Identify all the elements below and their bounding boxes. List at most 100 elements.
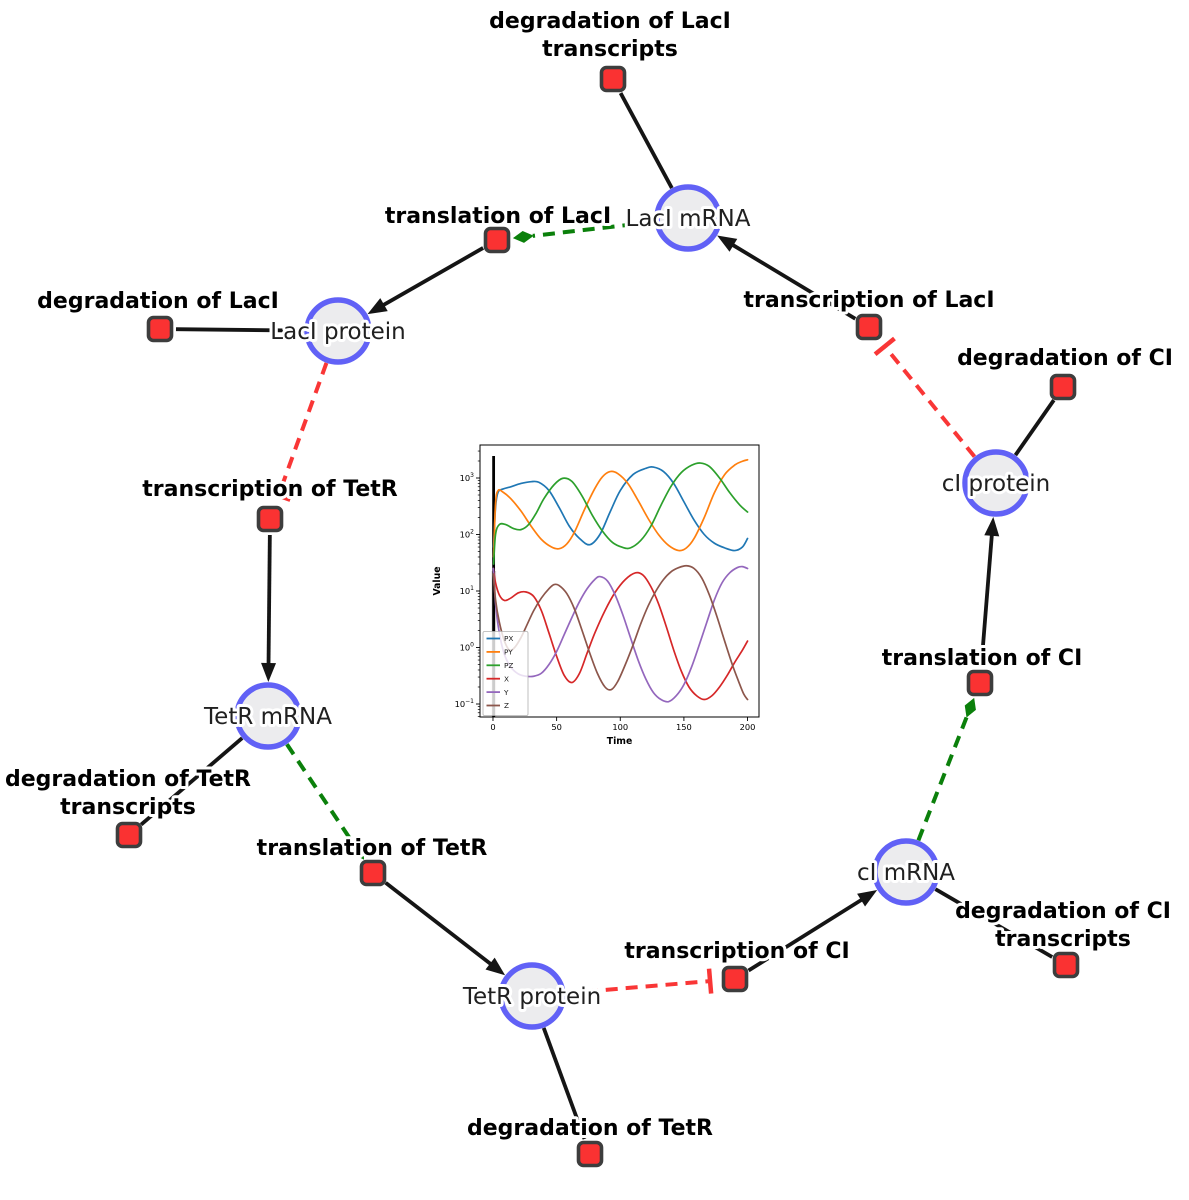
species-node-tetr-protein[interactable] — [498, 962, 566, 1030]
tick-labels: 0 50 100 150 200 103 102 101 100 10−1 — [455, 472, 756, 732]
edge-tetr-protein-deg-tetr — [541, 1027, 587, 1140]
legend: PX PY PZ XYZ — [482, 631, 529, 716]
edge-tetr-mrna-transl-tetr — [285, 743, 355, 845]
edge-transl-ci-ci-protein — [979, 533, 994, 668]
reaction-node-deg-tetr-tx[interactable] — [115, 821, 143, 849]
arrowhead-icon — [717, 235, 738, 252]
reaction-label-deg-tetr: degradation of TetR — [467, 1116, 713, 1141]
reaction-label-transl-ci: translation of CI — [882, 646, 1083, 671]
legend-label-X: X — [504, 674, 509, 683]
species-node-laci-mrna[interactable] — [654, 184, 722, 252]
x-tick-label: 50 — [551, 722, 562, 732]
reaction-label-deg-ci: degradation of CI — [957, 346, 1173, 371]
axes-box — [479, 444, 760, 718]
series-PZ — [492, 462, 749, 565]
reaction-node-tx-laci[interactable] — [855, 313, 883, 341]
labels-layer: LacI mRNA LacI protein TetR mRNA TetR prote… — [2, 6, 1176, 1144]
x-tick-label: 150 — [676, 722, 692, 732]
edge-tx-ci-ci-mrna — [747, 897, 864, 973]
arrowhead-icon — [857, 890, 878, 907]
reaction-node-tx-tetr[interactable] — [256, 505, 284, 533]
legend-label-PX: PX — [504, 634, 513, 643]
legend-label-PZ: PZ — [504, 661, 513, 670]
series-Y — [492, 565, 749, 703]
species-label-tetr-mrna: TetR mRNA — [203, 704, 332, 730]
y-tick-label: 102 — [460, 528, 475, 539]
reaction-label-deg-laci-tx: degradation of LacI transcripts — [489, 9, 731, 62]
inset-chart-svg: 0 50 100 150 20010310210110010−1TimeValuePXP… — [432, 444, 760, 747]
edge-tetr-protein-tx-ci — [565, 979, 711, 996]
reaction-node-deg-tetr[interactable] — [576, 1140, 604, 1168]
reaction-label-deg-ci-tx: degradation of CI transcripts — [955, 899, 1171, 952]
plot-area — [491, 456, 749, 717]
edge-tx-laci-laci-mrna — [730, 242, 857, 321]
species-node-tetr-mrna[interactable] — [234, 682, 302, 750]
inhibition-tee-icon — [873, 336, 896, 357]
edge-laci-mrna-transl-laci — [532, 219, 655, 238]
reaction-label-deg-laci: degradation of LacI — [37, 289, 279, 314]
species-node-ci-protein[interactable] — [962, 449, 1030, 517]
modifier-diamond-icon — [352, 842, 365, 860]
edge-laci-protein-deg-laci — [175, 327, 305, 333]
species-label-tetr-protein: TetR protein — [462, 984, 601, 1010]
legend-label-Z: Z — [504, 701, 509, 710]
x-axis-label: Time — [607, 736, 633, 747]
x-tick-label: 200 — [740, 722, 756, 732]
legend-label-Y: Y — [503, 688, 509, 697]
reaction-node-deg-laci-tx[interactable] — [599, 65, 627, 93]
modifier-diamond-icon — [512, 231, 534, 243]
x-tick-label: 0 — [490, 722, 495, 732]
edge-transl-tetr-tetr-protein — [384, 881, 493, 967]
modifier-diamond-icon — [964, 697, 976, 718]
edge-transl-laci-laci-protein — [381, 246, 485, 308]
edge-ci-mrna-deg-ci-tx — [934, 887, 1054, 959]
legend-label-PY: PY — [504, 648, 513, 657]
reaction-node-transl-laci[interactable] — [483, 226, 511, 254]
edge-laci-mrna-deg-laci-tx — [618, 92, 674, 189]
reaction-label-tx-tetr: transcription of TetR — [142, 477, 398, 502]
reaction-node-deg-ci-tx[interactable] — [1052, 951, 1080, 979]
arrowhead-icon — [485, 957, 506, 976]
y-tick-label: 103 — [460, 472, 475, 483]
reaction-node-tx-ci[interactable] — [721, 965, 749, 993]
edge-ci-protein-deg-ci — [1013, 399, 1056, 457]
series-PY — [492, 458, 749, 558]
series-X — [492, 567, 749, 701]
reaction-node-deg-ci[interactable] — [1049, 373, 1077, 401]
arrowhead-icon — [261, 662, 277, 683]
y-axis-label: Value — [432, 566, 443, 595]
species-node-laci-protein[interactable] — [304, 297, 372, 365]
species-label-laci-protein: LacI protein — [270, 319, 405, 345]
edge-laci-protein-tx-tetr — [276, 362, 329, 497]
reaction-label-tx-laci: transcription of LacI — [743, 288, 994, 313]
reaction-node-transl-ci[interactable] — [966, 669, 994, 697]
reaction-label-transl-laci: translation of LacI — [385, 204, 611, 229]
y-tick-label: 100 — [460, 641, 475, 652]
series-PX — [492, 466, 749, 552]
arrowhead-icon — [367, 298, 388, 315]
y-tick-label: 10−1 — [455, 698, 475, 709]
edge-tx-tetr-tetr-mrna — [266, 534, 272, 666]
arrowhead-icon — [984, 516, 1000, 537]
x-tick-label: 100 — [612, 722, 628, 732]
species-label-laci-mrna: LacI mRNA — [626, 206, 751, 232]
inhibition-tee-icon — [706, 968, 714, 994]
ticks — [476, 450, 748, 721]
species-node-ci-mrna[interactable] — [872, 838, 940, 906]
nodes-layer — [115, 65, 1080, 1168]
edge-ci-protein-tx-laci — [883, 345, 977, 458]
reaction-label-tx-ci: transcription of CI — [624, 939, 849, 964]
inhibition-tee-icon — [265, 489, 292, 502]
y-tick-label: 101 — [460, 585, 475, 596]
reaction-node-transl-tetr[interactable] — [359, 859, 387, 887]
reaction-label-deg-tetr-tx: degradation of TetR transcripts — [5, 767, 251, 820]
reaction-node-deg-laci[interactable] — [146, 315, 174, 343]
edge-ci-mrna-transl-ci — [916, 715, 969, 842]
edge-tetr-mrna-deg-tetr-tx — [139, 736, 244, 827]
species-label-ci-protein: cI protein — [942, 471, 1051, 497]
edges-layer — [139, 92, 1056, 1140]
species-label-ci-mrna: cI mRNA — [857, 860, 955, 886]
reaction-label-transl-tetr: translation of TetR — [257, 836, 488, 861]
inset-chart: 0 50 100 150 200 103 102 101 100 10−1 Time Value PX P… — [430, 436, 775, 761]
